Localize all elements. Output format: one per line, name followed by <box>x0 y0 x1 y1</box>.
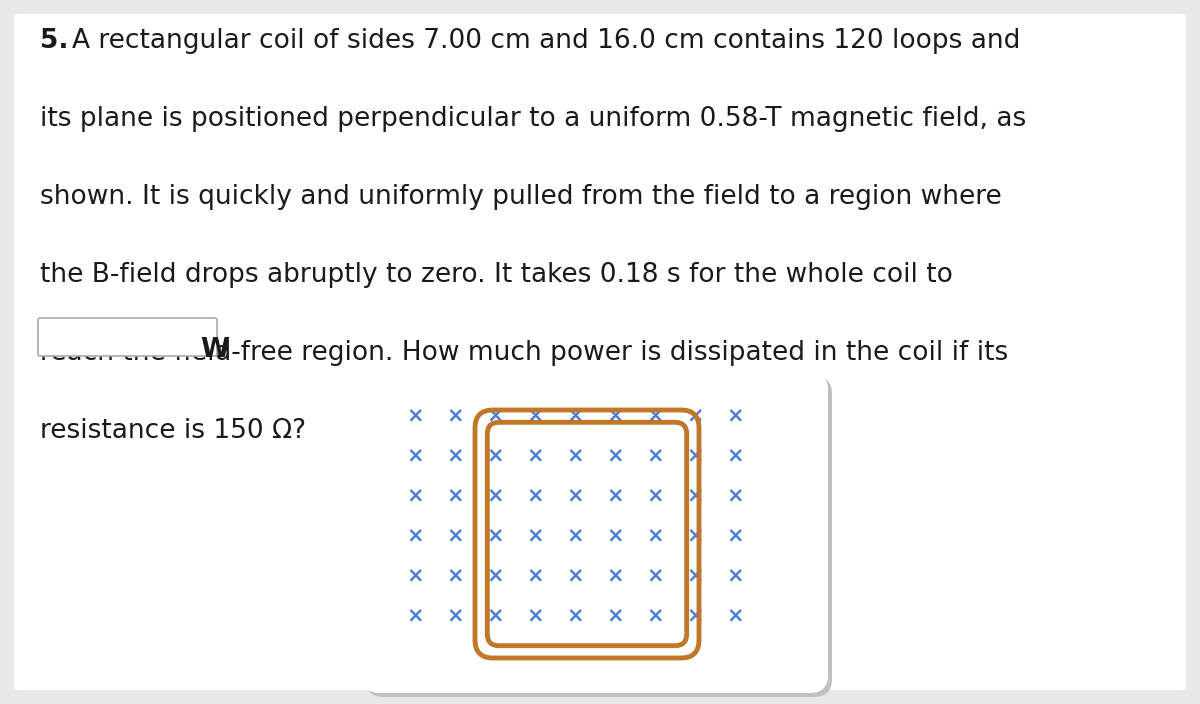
Text: ×: × <box>446 485 463 505</box>
Text: ×: × <box>606 525 624 545</box>
Text: ×: × <box>486 605 504 625</box>
Text: ×: × <box>647 605 664 625</box>
Text: ×: × <box>686 445 703 465</box>
Text: ×: × <box>446 605 463 625</box>
Text: ×: × <box>686 525 703 545</box>
FancyBboxPatch shape <box>14 14 1186 690</box>
Text: ×: × <box>566 405 583 425</box>
Text: ×: × <box>527 565 544 585</box>
Text: ×: × <box>407 485 424 505</box>
Text: ×: × <box>407 525 424 545</box>
Text: ×: × <box>446 565 463 585</box>
Text: 5.: 5. <box>40 28 78 54</box>
Text: ×: × <box>566 565 583 585</box>
Text: ×: × <box>606 485 624 505</box>
Text: ×: × <box>647 565 664 585</box>
Text: ×: × <box>527 405 544 425</box>
Text: ×: × <box>726 605 744 625</box>
Text: ×: × <box>446 405 463 425</box>
Text: the B-field drops abruptly to zero. It takes 0.18 s for the whole coil to: the B-field drops abruptly to zero. It t… <box>40 262 953 288</box>
Text: ×: × <box>486 485 504 505</box>
Text: ×: × <box>647 525 664 545</box>
Text: ×: × <box>486 565 504 585</box>
FancyBboxPatch shape <box>38 318 217 356</box>
Text: ×: × <box>686 485 703 505</box>
Text: ×: × <box>606 445 624 465</box>
Text: reach the field-free region. How much power is dissipated in the coil if its: reach the field-free region. How much po… <box>40 340 1008 366</box>
Text: ×: × <box>606 405 624 425</box>
Text: ×: × <box>566 605 583 625</box>
Text: A rectangular coil of sides 7.00 cm and 16.0 cm contains 120 loops and: A rectangular coil of sides 7.00 cm and … <box>72 28 1020 54</box>
FancyBboxPatch shape <box>362 372 828 693</box>
Text: ×: × <box>407 405 424 425</box>
Text: shown. It is quickly and uniformly pulled from the field to a region where: shown. It is quickly and uniformly pulle… <box>40 184 1002 210</box>
Text: ×: × <box>686 605 703 625</box>
Text: ×: × <box>407 605 424 625</box>
Text: W: W <box>200 337 229 363</box>
Text: ×: × <box>407 445 424 465</box>
Text: ×: × <box>486 525 504 545</box>
Text: ×: × <box>527 525 544 545</box>
Text: ×: × <box>407 565 424 585</box>
Text: ×: × <box>446 525 463 545</box>
Text: ×: × <box>566 485 583 505</box>
Text: ×: × <box>566 445 583 465</box>
Text: ×: × <box>486 445 504 465</box>
Text: ×: × <box>647 485 664 505</box>
Text: ×: × <box>606 605 624 625</box>
Text: ×: × <box>527 445 544 465</box>
Text: ×: × <box>527 485 544 505</box>
Text: ×: × <box>726 525 744 545</box>
Text: ×: × <box>647 445 664 465</box>
Text: ×: × <box>446 445 463 465</box>
Text: ×: × <box>566 525 583 545</box>
Text: ×: × <box>527 605 544 625</box>
Text: ×: × <box>647 405 664 425</box>
Text: ×: × <box>726 565 744 585</box>
Text: ×: × <box>726 405 744 425</box>
Text: ×: × <box>486 405 504 425</box>
Text: ×: × <box>726 445 744 465</box>
FancyBboxPatch shape <box>366 376 832 697</box>
Text: its plane is positioned perpendicular to a uniform 0.58-T magnetic field, as: its plane is positioned perpendicular to… <box>40 106 1026 132</box>
Text: ×: × <box>686 565 703 585</box>
Text: ×: × <box>686 405 703 425</box>
Text: ×: × <box>726 485 744 505</box>
Text: ×: × <box>606 565 624 585</box>
Text: resistance is 150 Ω?: resistance is 150 Ω? <box>40 418 306 444</box>
